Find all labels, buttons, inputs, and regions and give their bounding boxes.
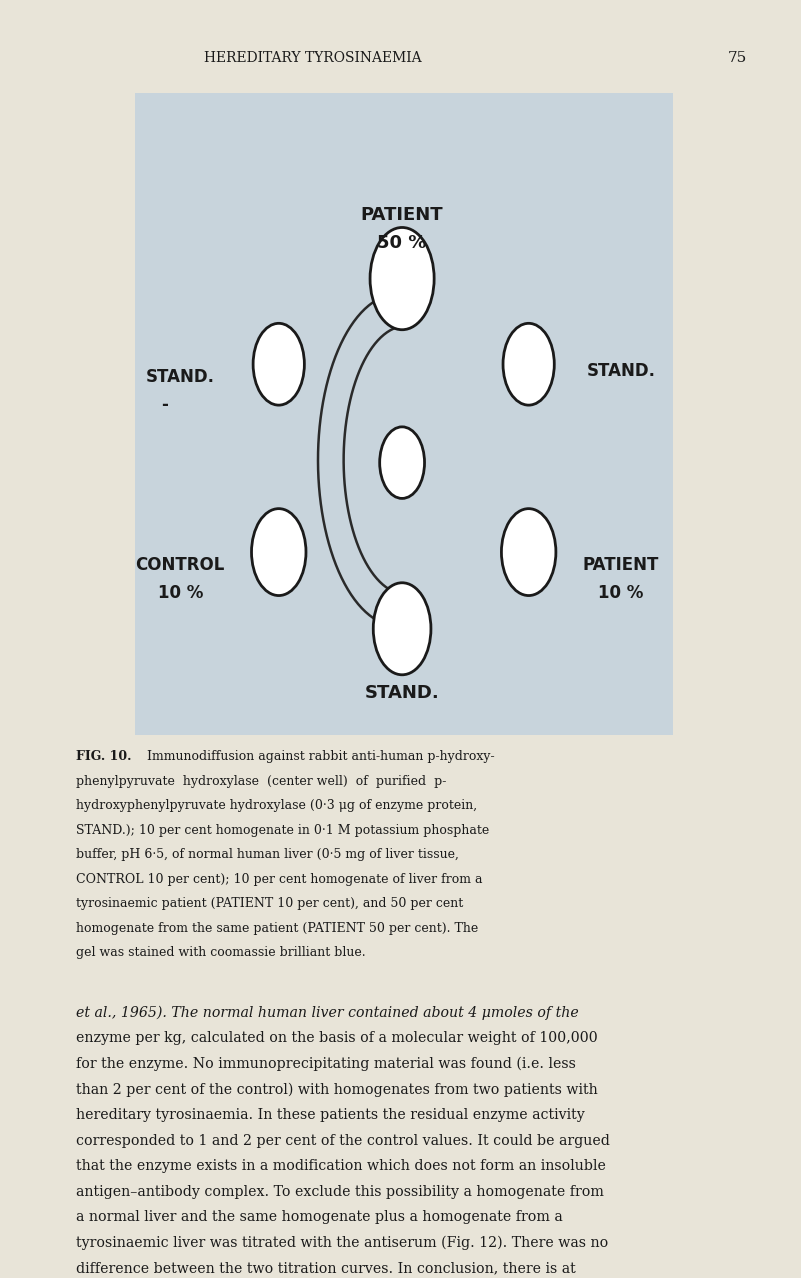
Text: STAND.); 10 per cent homogenate in 0·1 M potassium phosphate: STAND.); 10 per cent homogenate in 0·1 M…	[76, 824, 489, 837]
Circle shape	[370, 227, 434, 330]
Bar	[135, 93, 673, 735]
Text: that the enzyme exists in a modification which does not form an insoluble: that the enzyme exists in a modification…	[76, 1159, 606, 1173]
Text: 10 %: 10 %	[158, 584, 203, 602]
Text: homogenate from the same patient (PATIENT 50 per cent). The: homogenate from the same patient (PATIEN…	[76, 921, 478, 935]
Text: a normal liver and the same homogenate plus a homogenate from a: a normal liver and the same homogenate p…	[76, 1210, 563, 1224]
Text: STAND.: STAND.	[364, 684, 440, 702]
Text: hydroxyphenylpyruvate hydroxylase (0·3 μg of enzyme protein,: hydroxyphenylpyruvate hydroxylase (0·3 μ…	[76, 799, 477, 813]
Text: STAND.: STAND.	[586, 362, 655, 380]
Text: STAND.: STAND.	[146, 368, 215, 386]
Circle shape	[503, 323, 554, 405]
Circle shape	[252, 509, 306, 596]
Text: FIG. 10.: FIG. 10.	[76, 750, 131, 763]
Text: PATIENT: PATIENT	[582, 556, 659, 574]
Text: HEREDITARY TYROSINAEMIA: HEREDITARY TYROSINAEMIA	[203, 51, 421, 64]
Text: difference between the two titration curves. In conclusion, there is at: difference between the two titration cur…	[76, 1261, 576, 1275]
Circle shape	[501, 509, 556, 596]
Text: for the enzyme. No immunoprecipitating material was found (i.e. less: for the enzyme. No immunoprecipitating m…	[76, 1057, 576, 1071]
Text: Immunodiffusion against rabbit anti-human p-hydroxy-: Immunodiffusion against rabbit anti-huma…	[143, 750, 494, 763]
Text: enzyme per kg, calculated on the basis of a molecular weight of 100,000: enzyme per kg, calculated on the basis o…	[76, 1031, 598, 1045]
Circle shape	[253, 323, 304, 405]
Text: 10 %: 10 %	[598, 584, 643, 602]
Circle shape	[373, 583, 431, 675]
Text: PATIENT: PATIENT	[360, 206, 444, 224]
Text: buffer, pH 6·5, of normal human liver (0·5 mg of liver tissue,: buffer, pH 6·5, of normal human liver (0…	[76, 849, 459, 861]
Text: CONTROL 10 per cent); 10 per cent homogenate of liver from a: CONTROL 10 per cent); 10 per cent homoge…	[76, 873, 482, 886]
Text: corresponded to 1 and 2 per cent of the control values. It could be argued: corresponded to 1 and 2 per cent of the …	[76, 1134, 610, 1148]
Text: CONTROL: CONTROL	[135, 556, 225, 574]
Text: antigen–antibody complex. To exclude this possibility a homogenate from: antigen–antibody complex. To exclude thi…	[76, 1185, 604, 1199]
Text: et al., 1965). The normal human liver contained about 4 μmoles of the: et al., 1965). The normal human liver co…	[76, 1006, 579, 1020]
Text: than 2 per cent of the control) with homogenates from two patients with: than 2 per cent of the control) with hom…	[76, 1082, 598, 1097]
Text: gel was stained with coomassie brilliant blue.: gel was stained with coomassie brilliant…	[76, 947, 366, 960]
Text: hereditary tyrosinaemia. In these patients the residual enzyme activity: hereditary tyrosinaemia. In these patien…	[76, 1108, 585, 1122]
Text: tyrosinaemic patient (PATIENT 10 per cent), and 50 per cent: tyrosinaemic patient (PATIENT 10 per cen…	[76, 897, 463, 910]
Text: phenylpyruvate  hydroxylase  (center well)  of  purified  p-: phenylpyruvate hydroxylase (center well)…	[76, 774, 446, 787]
Text: 75: 75	[727, 51, 747, 64]
Circle shape	[380, 427, 425, 498]
Text: -: -	[161, 396, 167, 414]
Text: tyrosinaemic liver was titrated with the antiserum (Fig. 12). There was no: tyrosinaemic liver was titrated with the…	[76, 1236, 608, 1250]
Text: 50 %: 50 %	[377, 234, 427, 252]
